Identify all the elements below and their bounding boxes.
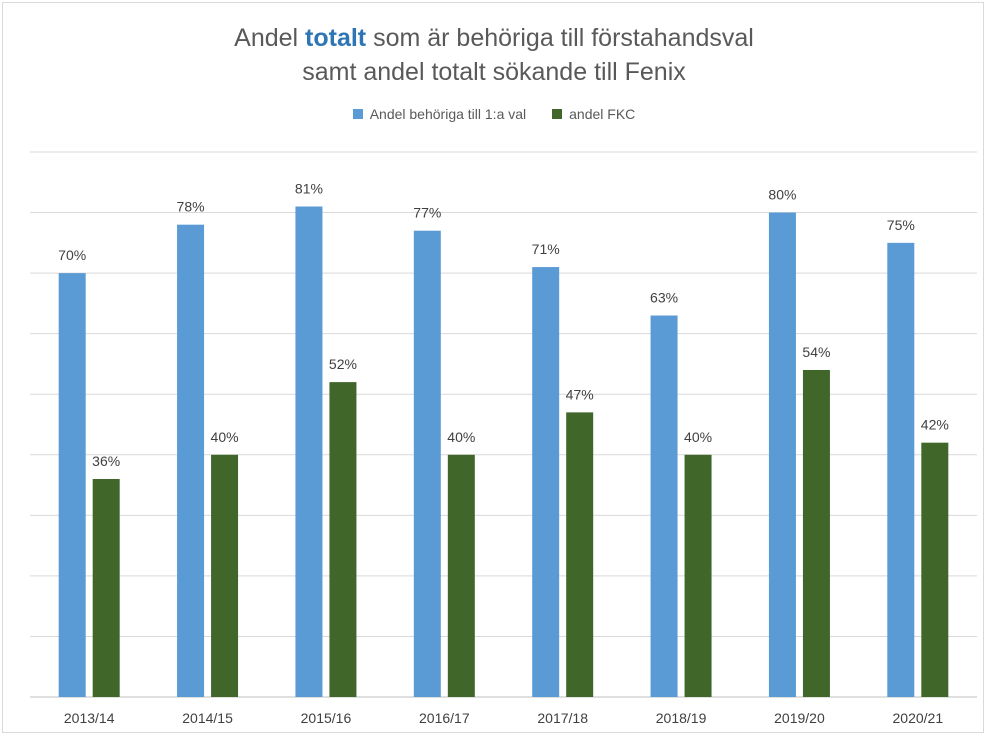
x-tick-label: 2019/20	[774, 710, 825, 726]
bar-behoriga-2017/18	[532, 267, 560, 697]
legend: Andel behöriga till 1:a val andel FKC	[0, 106, 988, 122]
bar-fkc-2015/16	[329, 382, 357, 697]
bars	[58, 206, 949, 698]
legend-label-fkc: andel FKC	[569, 106, 636, 122]
bar-fkc-2019/20	[802, 370, 830, 697]
bar-behoriga-2020/21	[887, 242, 915, 698]
bar-fkc-2018/19	[684, 454, 712, 697]
bar-behoriga-2016/17	[413, 230, 441, 697]
bar-behoriga-2018/19	[650, 315, 678, 697]
chart-title: Andel totalt som är behöriga till första…	[0, 24, 988, 53]
bar-fkc-2020/21	[921, 442, 949, 697]
legend-item-behoriga: Andel behöriga till 1:a val	[352, 106, 527, 122]
data-label-fkc-2013/14: 36%	[92, 453, 120, 469]
data-label-behoriga-2016/17: 77%	[413, 205, 441, 221]
data-label-fkc-2020/21: 42%	[921, 417, 949, 433]
data-label-behoriga-2015/16: 81%	[295, 181, 323, 197]
x-tick-label: 2020/21	[893, 710, 944, 726]
data-label-fkc-2017/18: 47%	[566, 386, 594, 402]
data-label-fkc-2018/19: 40%	[684, 429, 712, 445]
data-label-behoriga-2017/18: 71%	[532, 241, 560, 257]
x-tick-labels: 2013/14 2014/15 2015/16 2016/17 2017/18 2018/…	[64, 710, 943, 726]
data-labels: 70% 36% 78% 40% 81% 52% 77% 40% 71% 47% 63% 40% 80% 5…	[58, 181, 949, 470]
x-tick-label: 2015/16	[301, 710, 352, 726]
legend-swatch-behoriga	[352, 109, 363, 119]
bar-fkc-2014/15	[211, 454, 239, 697]
title-part-3: som är behöriga till förstahandsval	[366, 24, 754, 52]
data-label-fkc-2015/16: 52%	[329, 356, 357, 372]
data-label-fkc-2014/15: 40%	[211, 429, 239, 445]
title-part-1: Andel	[234, 24, 306, 52]
data-label-behoriga-2018/19: 63%	[650, 290, 678, 306]
bar-behoriga-2019/20	[768, 212, 796, 698]
legend-swatch-fkc	[552, 109, 563, 119]
gridlines	[30, 151, 977, 698]
data-label-behoriga-2013/14: 70%	[58, 247, 86, 263]
x-tick-label: 2016/17	[419, 710, 470, 726]
data-label-behoriga-2019/20: 80%	[768, 187, 796, 203]
bar-behoriga-2014/15	[177, 224, 205, 697]
x-tick-label: 2018/19	[656, 710, 707, 726]
chart-subtitle: samt andel totalt sökande till Fenix	[302, 58, 686, 86]
data-label-fkc-2019/20: 54%	[802, 344, 830, 360]
data-label-behoriga-2014/15: 78%	[177, 199, 205, 215]
title-emphasis: totalt	[305, 24, 367, 52]
legend-item-fkc: andel FKC	[552, 106, 635, 122]
legend-label-behoriga: Andel behöriga till 1:a val	[369, 106, 527, 122]
bar-behoriga-2015/16	[295, 206, 323, 697]
x-tick-label: 2017/18	[537, 710, 588, 726]
bar-behoriga-2013/14	[58, 273, 86, 697]
data-label-behoriga-2020/21: 75%	[887, 217, 915, 233]
x-tick-label: 2013/14	[64, 710, 115, 726]
bar-fkc-2016/17	[447, 454, 475, 697]
x-tick-label: 2014/15	[182, 710, 233, 726]
bar-fkc-2013/14	[92, 479, 120, 697]
data-label-fkc-2016/17: 40%	[447, 429, 475, 445]
bar-fkc-2017/18	[566, 412, 594, 697]
